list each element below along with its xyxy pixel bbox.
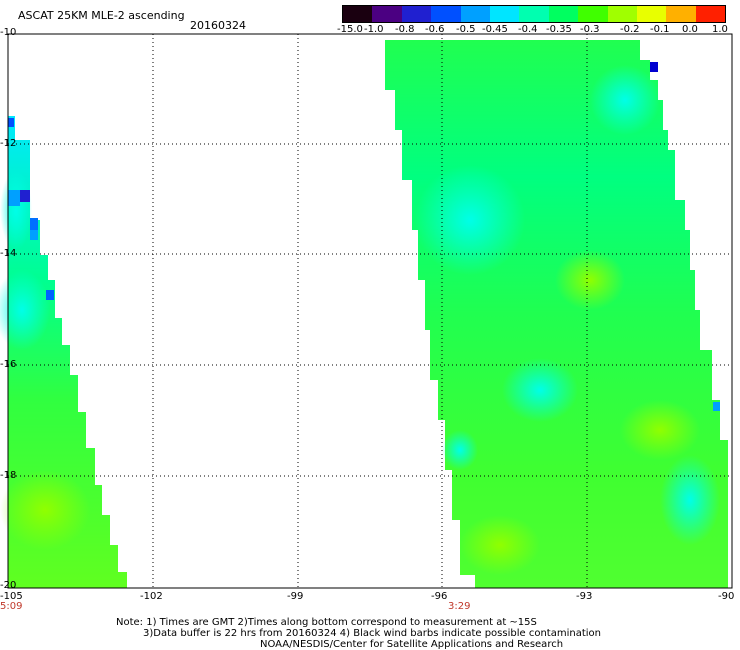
colorbar-swatch bbox=[343, 6, 373, 22]
colorbar-swatch bbox=[431, 6, 461, 22]
lat-label: -14 bbox=[0, 248, 17, 259]
colorbar-label: -0.4 bbox=[518, 24, 538, 35]
cyan-patch bbox=[415, 165, 525, 275]
lon-label: -93 bbox=[576, 591, 593, 602]
colorbar-label: -15.0 bbox=[337, 24, 363, 35]
time-label: 3:29 bbox=[448, 601, 471, 612]
colorbar-label: 0.0 bbox=[682, 24, 698, 35]
blue-cell bbox=[8, 190, 20, 206]
yellow-patch bbox=[555, 250, 625, 310]
colorbar-label: -0.5 bbox=[456, 24, 476, 35]
lon-label: -96 bbox=[431, 591, 448, 602]
note-line: 3)Data buffer is 22 hrs from 20160324 4)… bbox=[143, 628, 601, 639]
lon-label: -99 bbox=[287, 591, 304, 602]
colorbar-swatch bbox=[489, 6, 520, 22]
cyan-patch bbox=[502, 358, 578, 422]
blue-cell bbox=[46, 290, 54, 300]
lat-label: -18 bbox=[0, 470, 17, 481]
colorbar-swatch bbox=[460, 6, 490, 22]
lon-label: -102 bbox=[140, 591, 163, 602]
colorbar-label: -0.3 bbox=[580, 24, 600, 35]
colorbar-label: -0.1 bbox=[650, 24, 670, 35]
credit-line: NOAA/NESDIS/Center for Satellite Applica… bbox=[260, 639, 564, 650]
lat-label: -16 bbox=[0, 359, 17, 370]
map-date: 20160324 bbox=[190, 19, 246, 32]
colorbar-swatch bbox=[401, 6, 432, 22]
colorbar-label: 1.0 bbox=[712, 24, 728, 35]
colorbar-label: -1.0 bbox=[364, 24, 384, 35]
colorbar-swatch bbox=[519, 6, 549, 22]
colorbar-swatch bbox=[695, 6, 726, 22]
lat-label: -10 bbox=[0, 27, 17, 38]
colorbar bbox=[342, 5, 726, 23]
cyan-patch bbox=[0, 270, 50, 350]
cyan-patch bbox=[0, 170, 32, 250]
colorbar-swatch bbox=[372, 6, 402, 22]
blue-cell bbox=[713, 402, 720, 411]
yellow-patch bbox=[620, 400, 700, 460]
colorbar-swatch bbox=[578, 6, 608, 22]
colorbar-swatch bbox=[548, 6, 579, 22]
map-frame bbox=[7, 33, 733, 589]
lat-label: -12 bbox=[0, 138, 17, 149]
colorbar-swatch bbox=[666, 6, 696, 22]
colorbar-label: -0.2 bbox=[620, 24, 640, 35]
colorbar-label: -0.6 bbox=[425, 24, 445, 35]
lon-label: -105 bbox=[0, 591, 23, 602]
cyan-patch bbox=[590, 65, 660, 135]
blue-cell bbox=[30, 218, 38, 230]
time-label: 5:09 bbox=[0, 601, 23, 612]
blue-cell bbox=[650, 62, 658, 72]
cyan-patch bbox=[442, 430, 478, 470]
colorbar-swatch bbox=[607, 6, 637, 22]
blue-cell bbox=[30, 230, 38, 240]
colorbar-label: -0.35 bbox=[546, 24, 572, 35]
yellow-patch bbox=[0, 470, 90, 550]
colorbar-label: -0.45 bbox=[482, 24, 508, 35]
colorbar-swatch bbox=[636, 6, 667, 22]
blue-cell bbox=[20, 190, 30, 202]
map-title: ASCAT 25KM MLE-2 ascending bbox=[18, 9, 185, 22]
lon-label: -90 bbox=[718, 591, 735, 602]
cyan-patch bbox=[660, 455, 720, 545]
note-line: Note: 1) Times are GMT 2)Times along bot… bbox=[116, 617, 537, 628]
yellow-patch bbox=[460, 515, 540, 575]
lat-label: -20 bbox=[0, 580, 17, 591]
colorbar-label: -0.8 bbox=[395, 24, 415, 35]
lat-lon-grid bbox=[8, 34, 732, 588]
blue-cell bbox=[8, 118, 14, 127]
